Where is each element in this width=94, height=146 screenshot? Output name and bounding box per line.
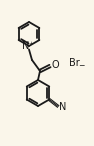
- Text: N: N: [22, 41, 29, 51]
- Text: −: −: [78, 61, 84, 71]
- Text: N: N: [59, 102, 66, 113]
- Text: O: O: [51, 60, 59, 70]
- Text: Br: Br: [69, 58, 79, 68]
- Text: +: +: [28, 41, 33, 46]
